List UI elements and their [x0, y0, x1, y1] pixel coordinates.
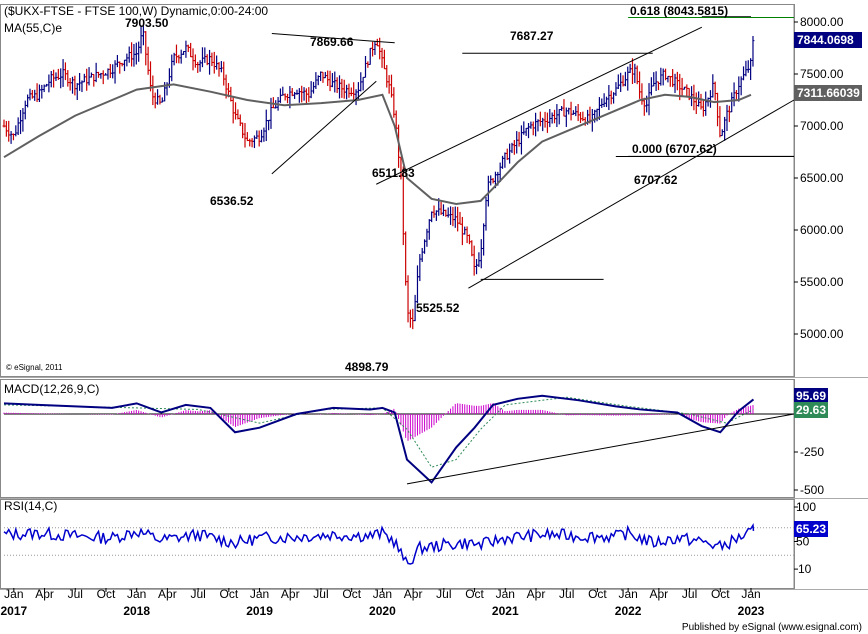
last-price-tag: 7844.0698 [794, 32, 862, 48]
x-month-label: Oct [465, 587, 484, 601]
x-month-label: Oct [711, 587, 730, 601]
macd-trend-line [406, 413, 795, 485]
x-month-label: Jul [682, 587, 697, 601]
x-month-label: Apr [158, 587, 177, 601]
x-year-label: 2018 [123, 604, 150, 618]
price-y-tick-label: 5000.00 [800, 327, 844, 341]
time-axis: Jan Apr Jul Oct Jan Apr Jul Oct Jan Apr Jul Oct Jan A… [0, 587, 764, 618]
price-y-tick-label: 7000.00 [800, 119, 844, 133]
x-month-label: Apr [404, 587, 423, 601]
x-month-label: Jan [4, 587, 23, 601]
x-month-label: Jan [250, 587, 269, 601]
rsi-value-tag: 65.23 [794, 521, 828, 537]
rsi-value-tag-bg [794, 521, 828, 537]
price-annotation: 4898.79 [345, 360, 389, 374]
ma-value-tag-text: 7311.66039 [797, 86, 860, 100]
rsi-panel: 100 50 10 65.23 [3, 500, 828, 576]
macd-y-tick-label: -500 [800, 483, 824, 497]
price-annotation: 0.000 (6707.62) [632, 142, 717, 156]
rsi-y-tick-label: 10 [798, 562, 812, 576]
x-year-label: 2020 [369, 604, 396, 618]
panel-frames [0, 4, 868, 590]
macd-value-tag-bg [794, 388, 828, 404]
macd-signal-line [3, 396, 754, 468]
x-month-label: Oct [342, 587, 361, 601]
x-month-label: Oct [220, 587, 239, 601]
price-annotation: 5525.52 [416, 301, 460, 315]
footer-credit: Published by eSignal (www.esignal.com) [682, 622, 862, 633]
x-month-label: Jul [190, 587, 205, 601]
copyright-label: © eSignal, 2011 [6, 363, 63, 372]
x-month-label: Jul [68, 587, 83, 601]
x-year-label: 2022 [615, 604, 642, 618]
ma-value-tag-bg [794, 85, 862, 101]
x-month-label: Jan [496, 587, 515, 601]
trend-line [271, 80, 377, 175]
x-month-label: Jan [741, 587, 760, 601]
price-y-tick-label: 5500.00 [800, 275, 844, 289]
x-month-label: Oct [588, 587, 607, 601]
price-annotation: 6511.83 [372, 166, 415, 180]
price-panel: 5000.00 5500.00 6000.00 6500.00 7000.00 7500.… [2, 4, 862, 374]
rsi-line [3, 523, 755, 565]
price-y-tick-label: 6000.00 [800, 223, 844, 237]
x-month-label: Oct [97, 587, 116, 601]
x-month-label: Jul [436, 587, 451, 601]
macd-signal-tag-text: 29.63 [796, 403, 826, 417]
price-y-tick-label: 8000.00 [800, 15, 844, 29]
price-y-tick-label: 7500.00 [800, 67, 844, 81]
rsi-y-tick-label: 100 [796, 500, 816, 514]
x-month-label: Jan [618, 587, 637, 601]
x-month-label: Jan [127, 587, 146, 601]
rsi-y-tick-label: 50 [796, 535, 810, 549]
macd-title: MACD(12,26,9,C) [4, 382, 99, 396]
x-year-label: 2017 [0, 604, 27, 618]
price-annotation: 7903.50 [125, 16, 169, 30]
macd-value-tag: 95.69 [794, 388, 828, 404]
x-month-label: Apr [650, 587, 669, 601]
rsi-value-tag-text: 65.23 [796, 522, 826, 536]
x-month-label: Jul [313, 587, 328, 601]
x-year-label: 2019 [246, 604, 273, 618]
x-month-label: Jul [559, 587, 574, 601]
price-annotation: 7687.27 [510, 29, 554, 43]
trend-line [468, 99, 795, 289]
price-annotation: 0.618 (8043.5815) [630, 4, 728, 18]
ma-indicator-label: MA(55,C)e [4, 21, 62, 35]
macd-line [3, 394, 755, 484]
macd-y-tick-label: -250 [800, 445, 824, 459]
last-price-tag-bg [794, 32, 862, 48]
price-annotation: 6707.62 [634, 173, 678, 187]
x-year-label: 2023 [738, 604, 765, 618]
x-month-label: Apr [35, 587, 54, 601]
price-annotation: 7869.66 [310, 35, 354, 49]
ma-55-line [3, 83, 752, 206]
price-annotation: 6536.52 [210, 194, 254, 208]
price-chart-title: ($UKX-FTSE - FTSE 100,W) Dynamic,0:00-24… [4, 4, 268, 18]
macd-signal-tag-bg [794, 402, 828, 418]
macd-signal-tag: 29.63 [794, 402, 828, 418]
x-month-label: Apr [527, 587, 546, 601]
x-month-label: Apr [281, 587, 300, 601]
x-year-label: 2021 [492, 604, 519, 618]
rsi-title: RSI(14,C) [4, 499, 57, 513]
price-y-tick-label: 6500.00 [800, 171, 844, 185]
ma-value-tag: 7311.66039 [794, 85, 862, 101]
trend-line [271, 32, 395, 44]
macd-value-tag-text: 95.69 [796, 389, 826, 403]
x-month-label: Jan [373, 587, 392, 601]
last-price-tag-text: 7844.0698 [797, 33, 854, 47]
